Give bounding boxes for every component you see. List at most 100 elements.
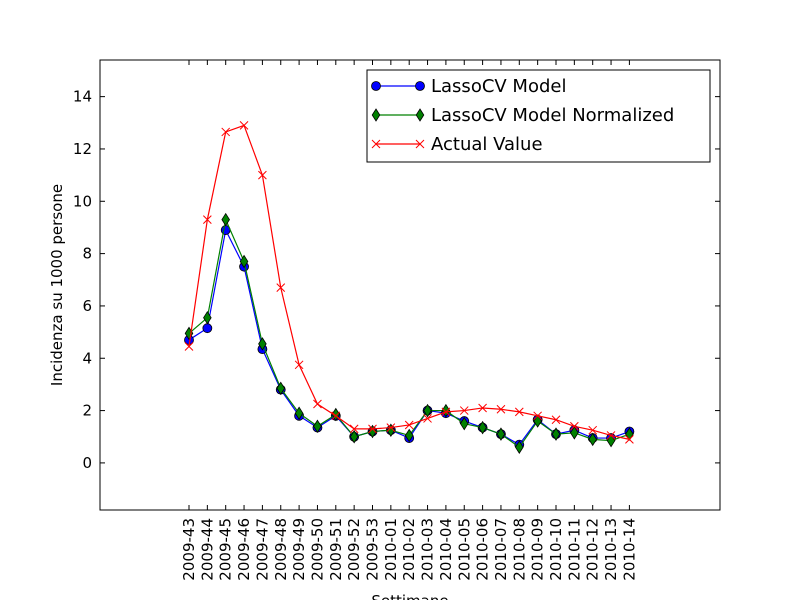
data-point <box>313 419 322 434</box>
x-tick-label: 2009-51 <box>327 518 345 581</box>
y-tick-label: 14 <box>73 88 92 106</box>
x-tick-label: 2009-49 <box>290 518 308 581</box>
legend-label: Actual Value <box>431 134 543 155</box>
data-point <box>276 381 286 396</box>
legend-marker <box>371 139 381 149</box>
data-point <box>221 212 230 227</box>
data-point <box>515 440 524 454</box>
legend-marker <box>371 81 381 91</box>
data-point <box>404 420 414 430</box>
series-3 <box>184 121 634 444</box>
legend-marker <box>371 108 381 122</box>
y-tick-label: 4 <box>82 349 92 367</box>
data-point <box>606 431 616 440</box>
x-tick-label: 2010-05 <box>455 518 473 581</box>
data-point <box>404 428 414 443</box>
x-tick-label: 2010-14 <box>620 518 638 581</box>
x-tick-label: 2009-45 <box>217 518 235 581</box>
data-point <box>625 435 634 444</box>
legend-item: Actual Value <box>371 134 543 155</box>
legend-marker <box>415 81 425 91</box>
data-point <box>184 342 194 351</box>
legend-item: LassoCV Model <box>371 76 566 97</box>
x-tick-label: 2010-03 <box>419 518 437 581</box>
x-tick-label: 2010-04 <box>437 518 455 581</box>
x-tick-label: 2010-11 <box>565 518 583 581</box>
x-tick-label: 2009-47 <box>253 518 271 581</box>
x-tick-label: 2009-48 <box>272 518 290 581</box>
data-point <box>258 170 267 180</box>
x-tick-label: 2010-02 <box>400 518 418 581</box>
data-point <box>588 425 598 435</box>
data-point <box>239 254 249 269</box>
data-point <box>459 406 469 415</box>
data-point <box>294 360 304 370</box>
series-line <box>188 124 630 440</box>
data-point <box>551 427 561 441</box>
x-tick-label: 2010-13 <box>602 518 620 581</box>
series-2 <box>184 212 634 454</box>
x-tick-label: 2010-10 <box>547 518 565 581</box>
data-point <box>478 403 487 413</box>
x-tick-label: 2009-44 <box>198 518 216 581</box>
x-tick-label: 2009-50 <box>308 518 326 581</box>
x-tick-label: 2010-12 <box>584 518 602 581</box>
legend-label: LassoCV Model <box>431 76 566 97</box>
legend-marker <box>415 108 425 122</box>
data-point <box>514 407 524 417</box>
x-axis-label: Settimane <box>371 592 448 600</box>
plot-frame <box>99 59 721 511</box>
y-tick-label: 0 <box>82 454 92 472</box>
data-point <box>331 411 341 421</box>
y-tick-label: 12 <box>73 140 92 158</box>
data-point <box>588 432 597 447</box>
data-point <box>441 407 451 417</box>
data-point <box>423 414 432 423</box>
x-tick-label: 2009-46 <box>235 518 253 581</box>
data-point <box>496 404 506 414</box>
legend-item: LassoCV Model Normalized <box>371 105 674 126</box>
data-point <box>569 421 579 431</box>
x-tick-label: 2010-06 <box>474 518 492 581</box>
y-tick-label: 8 <box>82 245 92 263</box>
data-point <box>349 429 359 444</box>
data-point <box>496 427 506 441</box>
data-point <box>294 406 304 420</box>
series-1 <box>184 225 635 450</box>
data-point <box>386 423 396 432</box>
data-point <box>203 310 212 325</box>
y-tick-label: 6 <box>82 297 92 315</box>
data-point <box>551 415 561 425</box>
x-tick-label: 2010-01 <box>382 518 400 581</box>
x-tick-label: 2010-09 <box>529 518 547 581</box>
data-point <box>423 403 432 418</box>
data-point <box>202 323 213 334</box>
data-point <box>202 215 212 224</box>
data-point <box>533 411 543 421</box>
data-point <box>313 399 322 409</box>
series-line <box>188 217 630 449</box>
series-line <box>188 228 630 446</box>
x-tick-label: 2010-08 <box>510 518 528 581</box>
y-axis-label: Incidenza su 1000 persone <box>48 184 66 386</box>
data-point <box>349 424 359 434</box>
data-point <box>276 283 286 292</box>
data-point <box>221 127 231 137</box>
x-tick-label: 2009-52 <box>345 518 363 581</box>
y-tick-label: 2 <box>82 402 92 420</box>
data-point <box>368 424 377 434</box>
legend-label: LassoCV Model Normalized <box>431 105 674 126</box>
x-tick-label: 2010-07 <box>492 518 510 581</box>
data-point <box>459 416 469 431</box>
data-point <box>570 426 579 440</box>
data-point <box>239 121 249 130</box>
data-point <box>258 337 267 351</box>
data-point <box>478 420 487 435</box>
legend-marker <box>415 139 425 149</box>
legend: LassoCV Model LassoCV Model Normalized Act… <box>366 69 711 163</box>
x-tick-label: 2009-43 <box>180 518 198 581</box>
y-tick-label: 10 <box>73 192 92 210</box>
x-tick-label: 2009-53 <box>364 518 382 581</box>
